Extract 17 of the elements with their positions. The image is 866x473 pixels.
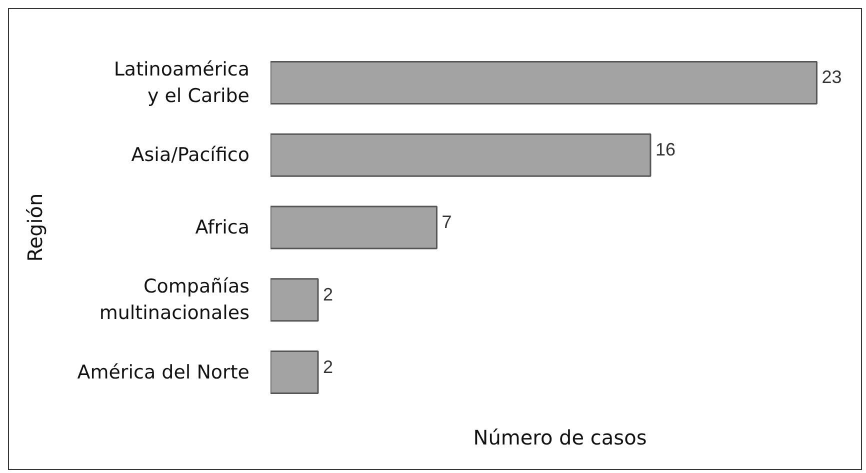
bar bbox=[270, 133, 652, 177]
bar bbox=[270, 278, 319, 322]
data-label: 2 bbox=[323, 356, 334, 377]
bar bbox=[270, 350, 319, 394]
y-axis-title: Región bbox=[23, 193, 48, 262]
y-tick-label: Africa bbox=[195, 216, 250, 238]
data-label: 16 bbox=[655, 140, 676, 160]
data-label: 7 bbox=[442, 212, 452, 232]
y-tick-label: Compañías multinacionales bbox=[99, 276, 250, 324]
x-axis-title: Número de casos bbox=[473, 426, 647, 450]
data-label: 2 bbox=[323, 284, 334, 304]
y-tick-label: Asia/Pacífico bbox=[131, 144, 250, 166]
bar bbox=[270, 206, 438, 250]
y-tick-label: Latinoamérica y el Caribe bbox=[114, 58, 250, 107]
y-tick-label: América del Norte bbox=[77, 361, 250, 384]
data-label: 23 bbox=[822, 67, 842, 88]
bar bbox=[270, 60, 818, 104]
